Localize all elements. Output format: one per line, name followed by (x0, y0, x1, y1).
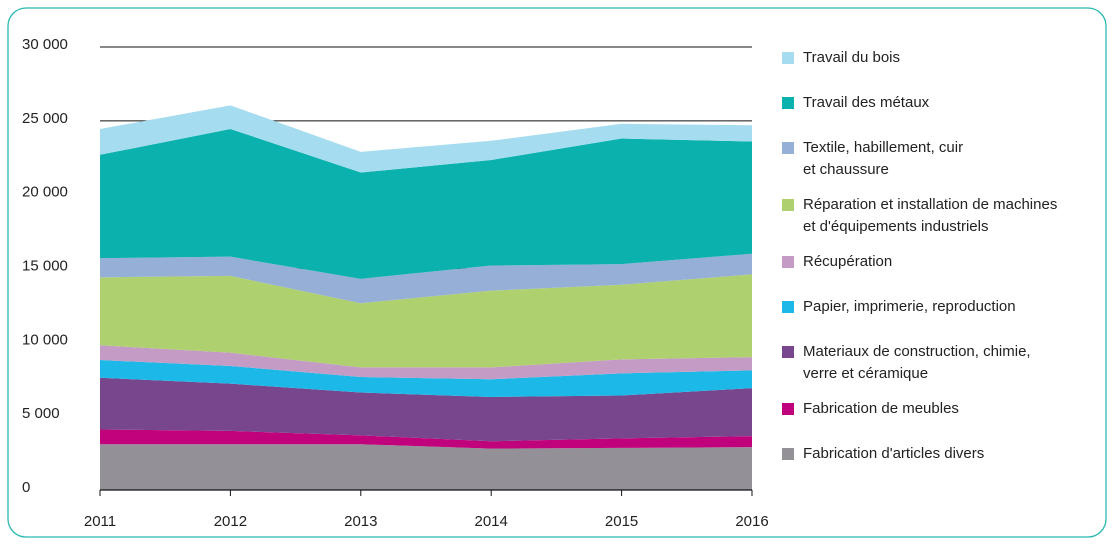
legend-swatch (782, 256, 794, 268)
legend-label: Papier, imprimerie, reproduction (803, 298, 1016, 315)
area (100, 345, 752, 380)
legend-swatch (782, 52, 794, 64)
legend-label: Materiaux de construction, chimie, verre … (803, 343, 1031, 382)
legend-label: Récupération (803, 253, 892, 270)
legend-swatch (782, 142, 794, 154)
legend-line: et d'équipements industriels (803, 218, 988, 235)
legend-line: Fabrication d'articles divers (803, 445, 984, 462)
legend-line: et chaussure (803, 161, 889, 178)
legend-label: Travail des métaux (803, 94, 930, 111)
x-tick-label: 2012 (214, 513, 247, 530)
area (100, 444, 752, 490)
legend-line: Materiaux de construction, chimie, (803, 343, 1031, 360)
y-tick-label: 5 000 (22, 405, 60, 422)
legend-label: Réparation et installation de machines et… (803, 196, 1057, 235)
y-tick-label: 30 000 (22, 36, 68, 53)
legend-swatch (782, 97, 794, 109)
legend-line: verre et céramique (803, 365, 928, 382)
frame (7, 7, 1107, 538)
x-tick-label: 2015 (605, 513, 638, 530)
area (100, 105, 752, 173)
x-tick-label: 2011 (84, 513, 116, 530)
y-tick-label: 20 000 (22, 184, 68, 201)
x-tick-label: 2014 (475, 513, 508, 530)
area (100, 128, 752, 279)
legend-line: Travail du bois (803, 49, 900, 66)
area (100, 360, 752, 397)
legend-label: Textile, habillement, cuir et chaussure (803, 139, 963, 178)
x-tick-label: 2016 (735, 513, 768, 530)
legend-swatch (782, 199, 794, 211)
legend-line: Travail des métaux (803, 94, 930, 111)
legend-swatch (782, 448, 794, 460)
legend-swatch (782, 346, 794, 358)
legend-swatch (782, 403, 794, 415)
legend-line: Textile, habillement, cuir (803, 139, 963, 156)
legend-label: Fabrication de meubles (803, 400, 959, 417)
legend-label: Fabrication d'articles divers (803, 445, 984, 462)
y-tick-label: 15 000 (22, 257, 68, 274)
area (100, 429, 752, 449)
legend-line: Récupération (803, 253, 892, 270)
legend-line: Fabrication de meubles (803, 400, 959, 417)
legend-line: Papier, imprimerie, reproduction (803, 298, 1016, 315)
y-tick-label: 25 000 (22, 110, 68, 127)
area (100, 253, 752, 304)
x-tick-label: 2013 (344, 513, 377, 530)
area (100, 377, 752, 442)
area (100, 274, 752, 368)
legend-line: Réparation et installation de machines (803, 196, 1057, 213)
y-tick-label: 10 000 (22, 331, 68, 348)
legend-swatch (782, 301, 794, 313)
legend-label: Travail du bois (803, 49, 900, 66)
y-tick-label: 0 (22, 479, 30, 496)
